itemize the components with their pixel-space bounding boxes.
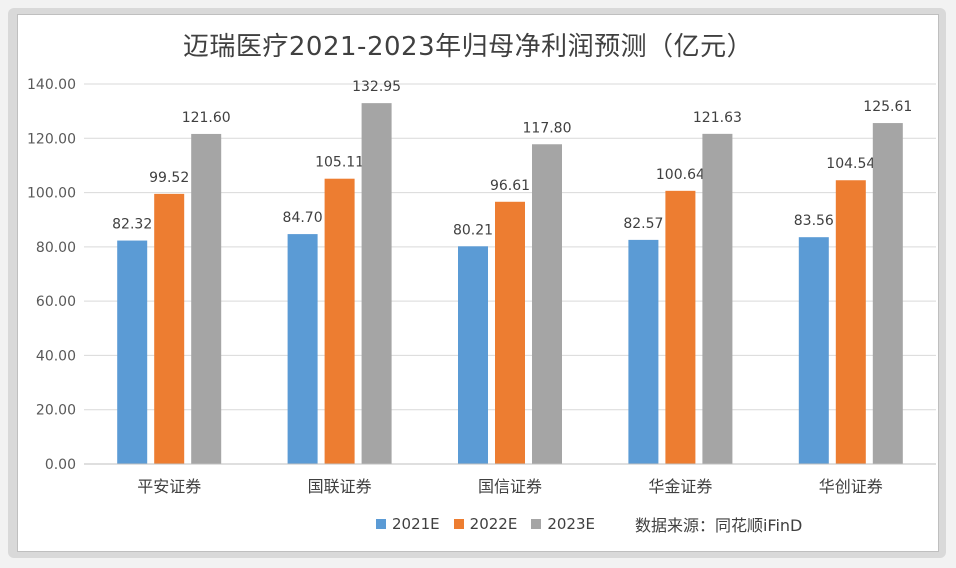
bar-2023e	[872, 123, 903, 465]
data-label: 121.60	[182, 110, 231, 126]
legend-item-2022e: 2022E	[453, 515, 518, 533]
bar-2021e	[287, 234, 318, 464]
x-tick-label: 国联证券	[308, 477, 372, 496]
data-label: 99.52	[149, 170, 189, 186]
chart-legend: 2021E 2022E 2023E 数据来源：同花顺iFinD	[376, 512, 802, 536]
y-tick-label: 20.00	[36, 403, 76, 419]
legend-swatch-2021e	[376, 519, 386, 529]
bar-2023e	[191, 133, 222, 464]
legend-label-2021e: 2021E	[392, 515, 440, 533]
x-tick-label: 华创证券	[819, 477, 883, 496]
legend-swatch-2023e	[531, 519, 542, 529]
legend-label-2022e: 2022E	[469, 515, 518, 533]
x-tick-label: 华金证券	[648, 477, 712, 496]
x-tick-label: 国信证券	[478, 477, 542, 496]
bar-2023e	[532, 144, 562, 464]
bar-2022e	[835, 180, 866, 464]
data-label: 84.70	[283, 210, 323, 226]
data-label: 82.57	[623, 216, 663, 232]
bar-2022e	[495, 201, 525, 464]
x-tick-label: 平安证券	[137, 477, 201, 496]
data-label: 105.11	[315, 155, 364, 171]
bar-2023e	[702, 133, 733, 464]
data-label: 80.21	[453, 222, 493, 238]
chart-title: 迈瑞医疗2021-2023年归母净利润预测（亿元）	[182, 32, 754, 62]
bar-2023e	[361, 103, 392, 464]
data-label: 83.56	[794, 213, 834, 229]
y-tick-label: 40.00	[36, 348, 76, 364]
legend-item-2023e: 2023E	[531, 515, 595, 533]
data-label: 125.61	[863, 99, 912, 115]
data-label: 121.63	[693, 110, 742, 126]
y-tick-label: 60.00	[36, 294, 76, 310]
y-tick-label: 100.00	[27, 186, 76, 202]
data-label: 96.61	[490, 178, 530, 194]
source-note: 数据来源：同花顺iFinD	[634, 516, 803, 535]
data-label: 104.54	[826, 156, 875, 172]
data-label: 82.32	[112, 217, 152, 233]
data-label: 132.95	[352, 79, 401, 95]
y-tick-label: 140.00	[27, 77, 76, 93]
bar-2021e	[628, 239, 659, 464]
bar-2021e	[117, 240, 148, 464]
bar-2021e	[458, 246, 488, 464]
data-label: 100.64	[656, 167, 705, 183]
data-label: 117.80	[523, 120, 572, 136]
y-tick-label: 120.00	[27, 131, 76, 147]
bar-2021e	[798, 237, 829, 464]
y-tick-label: 0.00	[45, 457, 76, 473]
legend-swatch-2022e	[453, 519, 464, 529]
legend-label-2023e: 2023E	[547, 515, 595, 533]
y-tick-label: 80.00	[36, 240, 76, 256]
bar-2022e	[324, 178, 355, 465]
bar-2022e	[665, 190, 696, 464]
legend-item-2021e: 2021E	[376, 515, 440, 533]
bar-2022e	[154, 193, 185, 465]
